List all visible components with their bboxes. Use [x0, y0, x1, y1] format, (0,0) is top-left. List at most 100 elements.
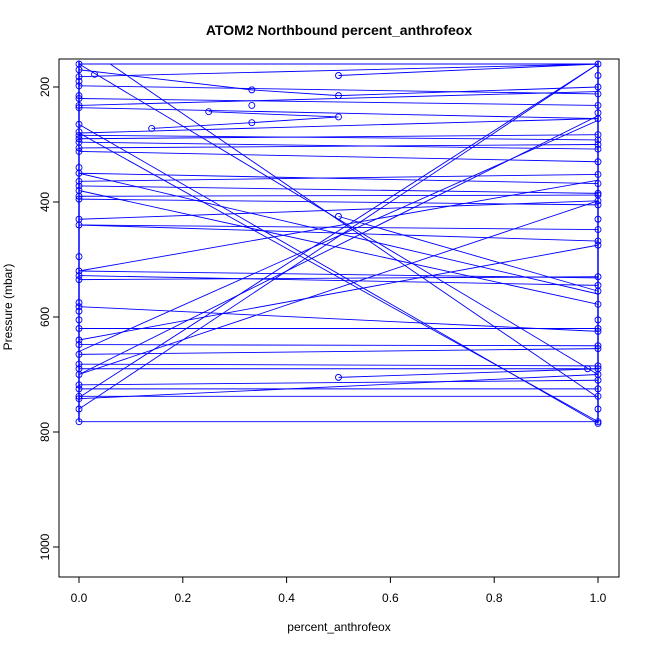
data-point: [75, 195, 83, 203]
data-point: [75, 316, 83, 324]
data-point: [75, 192, 83, 200]
series-line-segment: [78, 185, 599, 194]
data-point: [594, 300, 602, 308]
x-tick-label: 0.2: [174, 591, 191, 605]
x-axis: 0.0 0.2 0.4 0.6 0.8 1.0: [71, 576, 607, 605]
data-point: [594, 392, 602, 400]
x-axis-label: percent_anthrofeox: [287, 620, 390, 634]
data-point: [594, 342, 602, 350]
data-point: [75, 66, 83, 74]
series-line-segment: [78, 172, 599, 185]
series-line-segment: [338, 215, 599, 292]
data-point: [594, 237, 602, 245]
series-line-segment: [78, 150, 599, 163]
data-point: [75, 147, 83, 155]
data-point: [75, 299, 83, 307]
data-point: [594, 60, 602, 68]
data-point: [75, 418, 83, 426]
data-point: [594, 418, 602, 426]
data-point: [75, 95, 83, 102]
y-tick-label: 400: [38, 192, 52, 212]
series-line-segment: [78, 224, 599, 242]
series-line-segment: [78, 123, 599, 424]
y-tick-label: 600: [38, 307, 52, 327]
series-line-segment: [78, 98, 599, 106]
data-point: [594, 131, 602, 139]
series-line-segment: [78, 244, 599, 341]
series-line-segment: [78, 374, 599, 400]
series-line-segment: [78, 119, 599, 352]
data-point: [75, 128, 83, 136]
data-point: [594, 273, 602, 281]
data-point: [594, 83, 602, 91]
series-line-segment: [251, 116, 339, 124]
data-point: [75, 350, 83, 358]
series-line-segment: [78, 144, 599, 149]
series-line-segment: [78, 63, 599, 78]
data-point: [75, 276, 83, 284]
series-line-segment: [78, 141, 599, 150]
y-tick-label: 1000: [38, 533, 52, 560]
data-point: [594, 197, 602, 205]
data-point: [594, 362, 602, 370]
data-point: [75, 272, 83, 280]
data-point: [248, 86, 256, 94]
data-point: [75, 267, 83, 275]
series-line-segment: [78, 190, 599, 305]
series-line-segment: [78, 194, 599, 197]
series-line-segment: [78, 134, 599, 140]
data-point: [91, 70, 99, 78]
series-line-segment: [78, 270, 599, 279]
x-tick-label: 0.4: [278, 591, 295, 605]
data-point: [335, 92, 342, 100]
data-point: [205, 108, 213, 116]
data-point: [75, 77, 83, 85]
data-point: [75, 385, 83, 393]
data-point: [594, 136, 602, 144]
data-point: [594, 215, 602, 223]
series-line-segment: [78, 63, 599, 410]
data-point: [594, 419, 602, 427]
data-point: [594, 170, 602, 178]
data-point: [335, 373, 342, 381]
series-line-segment: [338, 63, 599, 76]
series-lines: [78, 61, 599, 424]
data-point: [75, 336, 83, 344]
series-line-segment: [109, 63, 599, 398]
data-point: [594, 141, 602, 148]
data-point: [75, 73, 83, 81]
data-point: [75, 395, 83, 403]
data-point: [594, 115, 602, 123]
data-point: [75, 405, 83, 413]
data-point: [594, 385, 602, 393]
data-point: [75, 177, 83, 185]
data-point: [594, 145, 602, 153]
series-line-segment: [78, 200, 599, 220]
series-line-segment: [78, 179, 599, 272]
y-axis-label: Pressure (mbar): [1, 264, 15, 351]
series-line-segment: [78, 134, 599, 141]
x-tick-label: 0.6: [382, 591, 399, 605]
series-line-segment: [78, 172, 599, 295]
data-point: [75, 144, 83, 152]
series-line-segment: [78, 173, 599, 182]
data-point: [75, 120, 83, 128]
data-point: [584, 365, 592, 373]
data-point: [594, 90, 602, 98]
data-point: [594, 201, 602, 209]
data-point: [75, 325, 83, 332]
data-point: [335, 212, 342, 220]
series-line-segment: [78, 363, 599, 367]
y-axis: 200 400 600 800 1000: [38, 77, 60, 560]
y-tick-label: 200: [38, 77, 52, 97]
data-point: [594, 241, 602, 249]
data-point: [148, 124, 156, 132]
series-line-segment: [78, 224, 599, 231]
data-point: [75, 253, 83, 261]
data-point: [75, 392, 83, 400]
data-point: [75, 307, 83, 315]
data-point: [75, 131, 83, 139]
series-line-segment: [338, 368, 599, 378]
